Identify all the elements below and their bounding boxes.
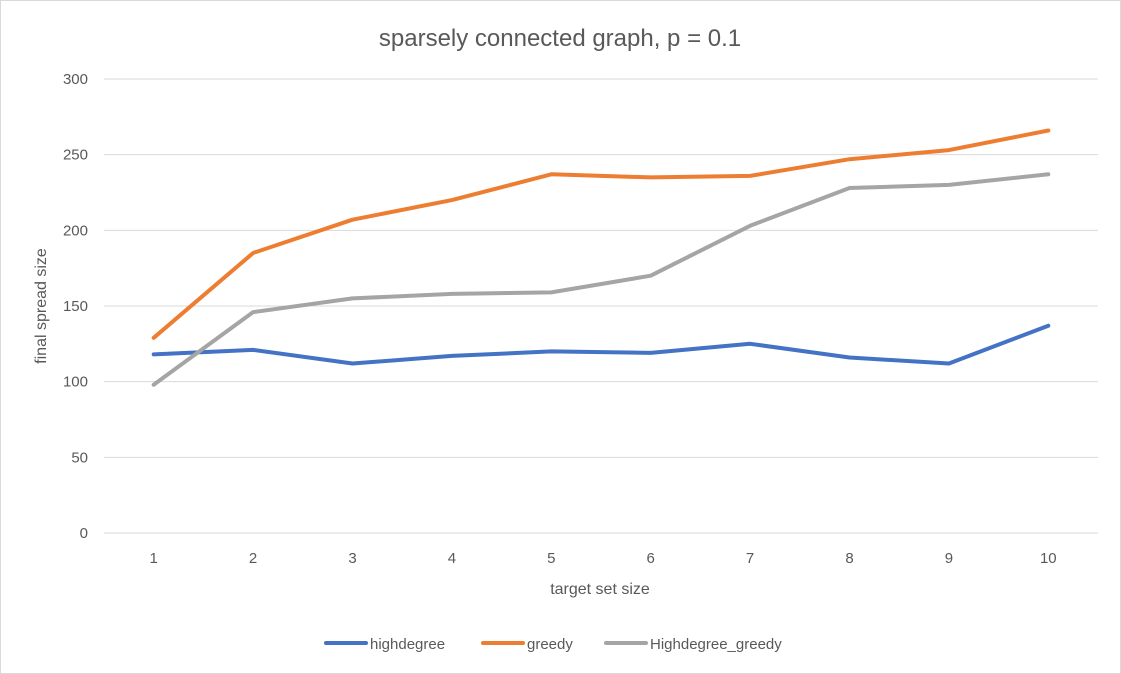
series-line-highdegree (151, 323, 1051, 366)
x-tick-label: 4 (448, 550, 456, 567)
y-tick-label: 100 (63, 374, 88, 391)
y-tick-label: 300 (63, 71, 88, 88)
gridlines (104, 78, 1098, 534)
series-line-highdegree-greedy (151, 172, 1051, 387)
legend-label: greedy (527, 636, 573, 653)
y-tick-label: 0 (80, 525, 88, 542)
x-tick-label: 9 (945, 550, 953, 567)
chart-title: sparsely connected graph, p = 0.1 (379, 25, 741, 52)
legend-label: Highdegree_greedy (650, 636, 782, 653)
x-tick-label: 1 (150, 550, 158, 567)
y-tick-label: 50 (71, 449, 88, 466)
x-tick-label: 6 (647, 550, 655, 567)
x-tick-label: 8 (845, 550, 853, 567)
y-tick-label: 150 (63, 298, 88, 315)
y-axis-title: final spread size (33, 248, 50, 364)
y-axis-ticks: 0 50 100 150 200 250 300 (63, 71, 88, 542)
x-tick-label: 3 (348, 550, 356, 567)
series-lines (151, 128, 1051, 387)
legend: highdegree greedy Highdegree_greedy (324, 636, 782, 653)
series-line-greedy (151, 128, 1051, 340)
x-tick-label: 7 (746, 550, 754, 567)
x-tick-label: 10 (1040, 550, 1057, 567)
y-tick-label: 200 (63, 222, 88, 239)
x-tick-label: 2 (249, 550, 257, 567)
x-tick-label: 5 (547, 550, 555, 567)
x-axis-title: target set size (550, 581, 650, 598)
y-tick-label: 250 (63, 147, 88, 164)
x-axis-ticks: 1 2 3 4 5 6 7 8 9 10 (150, 550, 1057, 567)
legend-label: highdegree (370, 636, 445, 653)
